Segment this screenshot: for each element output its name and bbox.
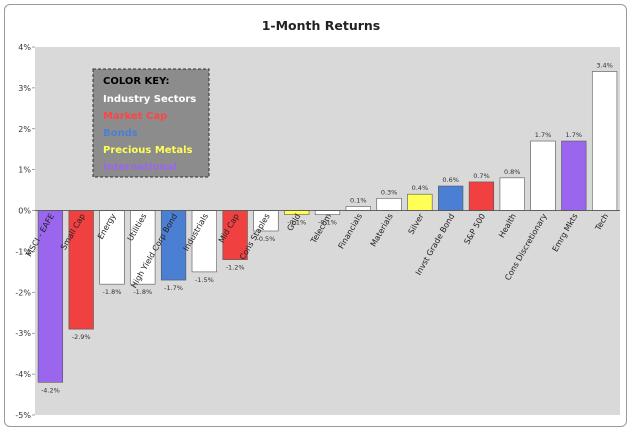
legend-entry: International [103, 162, 177, 173]
bar [530, 140, 556, 211]
data-label: -1.5% [195, 276, 214, 284]
y-tick-label: 1% [18, 166, 31, 175]
data-label: 0.7% [473, 172, 490, 180]
bar [68, 210, 94, 330]
data-label: -1.7% [164, 284, 183, 292]
data-label: 0.4% [412, 184, 429, 192]
y-tick-label: 4% [18, 43, 31, 52]
data-label: -0.1% [287, 219, 306, 227]
data-label: 1.7% [535, 131, 552, 139]
chart-frame: 1-Month Returns -5% -4% -3% -2% -1% 0% 1% 2% 3% 4… [4, 4, 627, 427]
data-label: 0.1% [350, 196, 367, 204]
data-label: 0.3% [381, 188, 398, 196]
data-label: -1.8% [103, 288, 122, 296]
bar [591, 71, 618, 211]
legend-entry: Industry Sectors [103, 94, 196, 105]
legend-entry: Bonds [103, 128, 138, 139]
bar [407, 193, 433, 211]
bar [438, 185, 464, 211]
bars [37, 71, 618, 383]
data-label: 0.6% [442, 176, 459, 184]
data-label: -2.9% [72, 333, 91, 341]
chart: 1-Month Returns -5% -4% -3% -2% -1% 0% 1% 2% 3% 4… [15, 18, 620, 420]
y-axis: -5% -4% -3% -2% -1% 0% 1% 2% 3% 4% [15, 43, 35, 420]
legend-entry: Market Cap [103, 111, 167, 122]
bar [468, 181, 495, 211]
data-label: -4.2% [41, 386, 60, 394]
legend: COLOR KEY: Industry Sectors Market Cap Bond… [92, 68, 210, 178]
y-tick-label: -1% [15, 247, 31, 256]
data-label: 0.8% [504, 168, 521, 176]
legend-title: COLOR KEY: [103, 76, 170, 87]
bar [376, 197, 402, 211]
chart-title: 1-Month Returns [262, 18, 381, 33]
bar [37, 210, 64, 383]
y-tick-label: -2% [15, 288, 31, 297]
bar [499, 177, 525, 211]
data-label: 3.4% [596, 62, 613, 70]
y-tick-label: -5% [15, 411, 31, 420]
legend-entry: Precious Metals [103, 145, 193, 156]
bar [130, 210, 156, 285]
data-label: -0.5% [256, 235, 275, 243]
data-label: 1.7% [566, 131, 583, 139]
legend-box [92, 68, 210, 178]
y-tick-label: 0% [18, 207, 31, 216]
y-tick-label: -3% [15, 329, 31, 338]
bar [160, 210, 187, 281]
bar [345, 206, 371, 211]
bar [99, 210, 125, 285]
data-label: -1.8% [133, 288, 152, 296]
data-label: -0.1% [318, 219, 337, 227]
bar [222, 210, 248, 260]
bar [561, 140, 587, 211]
data-labels: -4.2% -2.9% -1.8% -1.8% -1.7% -1.5% -1.2% -0.5%… [41, 62, 613, 395]
y-tick-label: 3% [18, 84, 31, 93]
y-tick-label: -4% [15, 370, 31, 379]
y-tick-label: 2% [18, 125, 31, 134]
data-label: -1.2% [226, 264, 245, 272]
